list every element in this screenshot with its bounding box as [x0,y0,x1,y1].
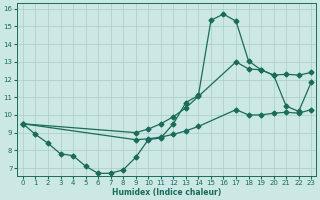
X-axis label: Humidex (Indice chaleur): Humidex (Indice chaleur) [112,188,221,197]
